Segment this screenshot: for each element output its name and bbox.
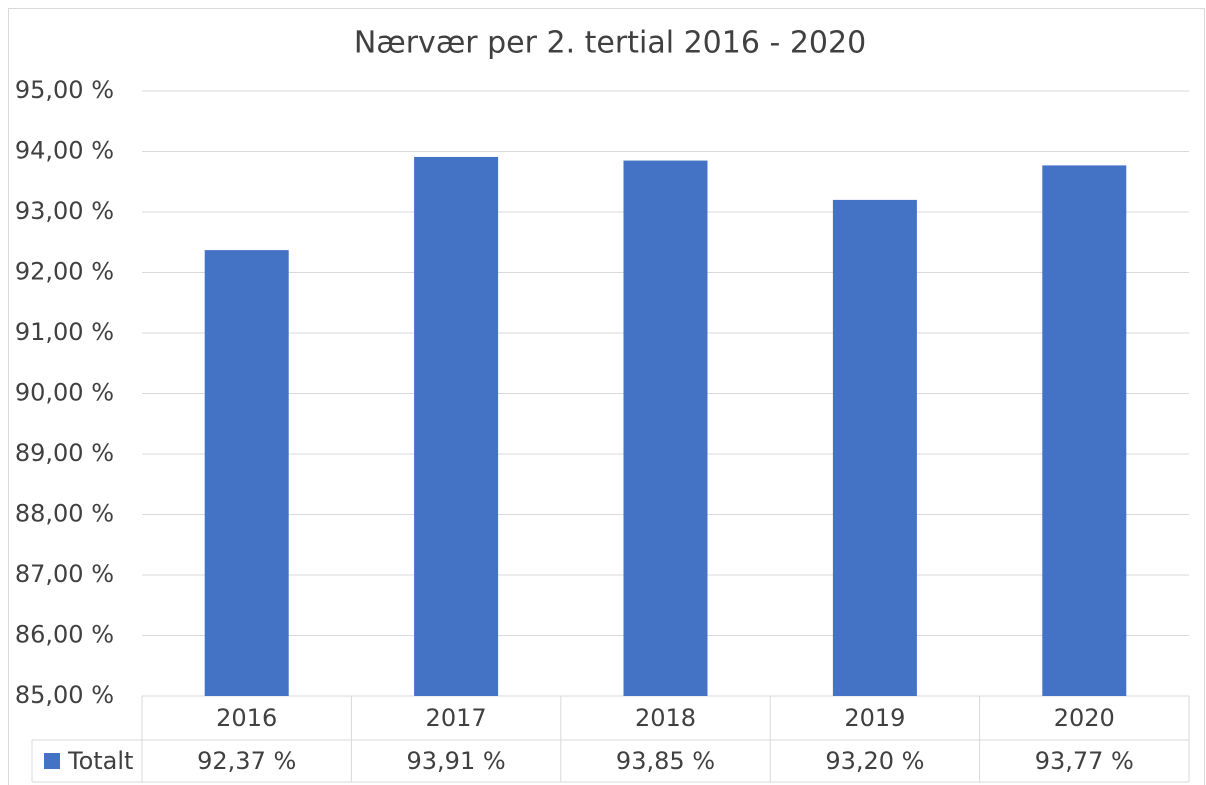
value-label: 93,91 % [407, 747, 506, 775]
x-tick-label: 2016 [216, 704, 277, 732]
value-label: 93,85 % [616, 747, 715, 775]
y-tick-label: 95,00 % [15, 76, 114, 104]
y-tick-label: 90,00 % [15, 379, 114, 407]
y-tick-label: 86,00 % [15, 621, 114, 649]
value-label: 93,77 % [1035, 747, 1134, 775]
value-label: 93,20 % [825, 747, 924, 775]
x-tick-label: 2018 [635, 704, 696, 732]
y-tick-label: 92,00 % [15, 258, 114, 286]
value-label: 92,37 % [197, 747, 296, 775]
y-tick-label: 88,00 % [15, 500, 114, 528]
bar [1042, 165, 1127, 697]
chart-title: Nærvær per 2. tertial 2016 - 2020 [354, 26, 866, 61]
y-tick-label: 91,00 % [15, 318, 114, 346]
x-tick-label: 2017 [426, 704, 487, 732]
y-tick-label: 93,00 % [15, 197, 114, 225]
bar [204, 250, 289, 697]
bar [414, 156, 499, 696]
y-tick-label: 87,00 % [15, 560, 114, 588]
legend-label: Totalt [67, 747, 133, 775]
legend-key [44, 753, 60, 769]
x-tick-label: 2019 [844, 704, 905, 732]
x-tick-label: 2020 [1054, 704, 1115, 732]
bar [623, 160, 708, 696]
y-tick-label: 94,00 % [15, 137, 114, 165]
y-tick-label: 89,00 % [15, 439, 114, 467]
y-tick-label: 85,00 % [15, 681, 114, 709]
chart-border [8, 8, 1205, 785]
bar [832, 199, 917, 696]
